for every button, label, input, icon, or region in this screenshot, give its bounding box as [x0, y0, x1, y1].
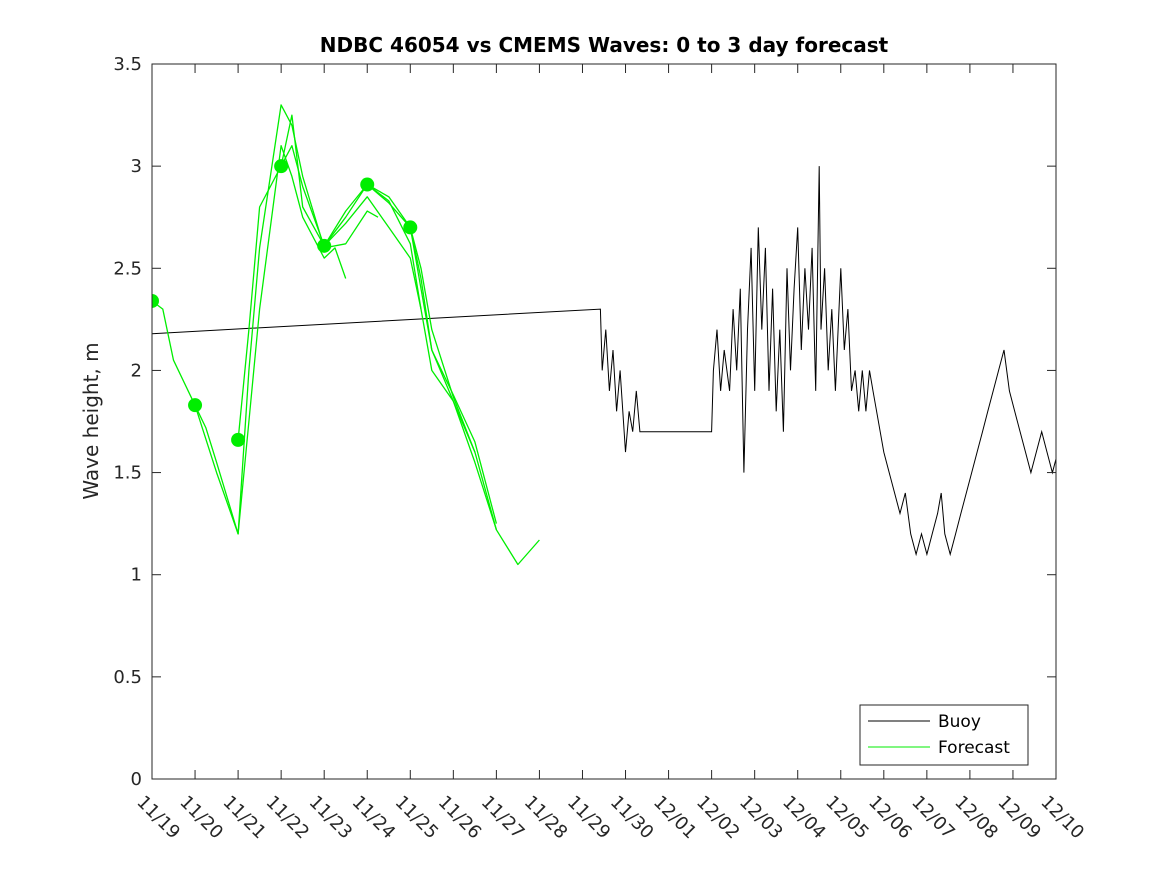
x-tick-label: 11/25	[391, 792, 443, 844]
forecast-marker	[152, 293, 159, 308]
y-tick-label: 1	[131, 565, 142, 586]
x-tick-label: 11/27	[477, 792, 529, 844]
y-axis-label: Wave height, m	[79, 342, 103, 499]
y-tick-label: 2.5	[113, 258, 142, 279]
x-tick-label: 11/24	[348, 792, 400, 844]
y-axis: 0 0.5 1 1.5 2 2.5 3 3.5	[113, 54, 1056, 790]
y-tick-label: 1.5	[113, 463, 142, 484]
y-tick-label: 3.5	[113, 54, 142, 75]
forecast-marker	[274, 159, 289, 174]
forecast-line	[366, 183, 498, 530]
y-tick-label: 3	[131, 156, 142, 177]
forecast-marker	[231, 432, 246, 447]
x-tick-label: 11/21	[219, 792, 271, 844]
plot-area	[152, 104, 1056, 566]
axes-box	[151, 63, 1057, 780]
forecast-line	[237, 114, 422, 440]
x-tick-label: 12/07	[907, 792, 959, 844]
legend-box	[859, 704, 1029, 766]
x-tick-label: 11/29	[563, 792, 615, 844]
y-tick-label: 0	[131, 769, 142, 790]
legend-buoy-label: Buoy	[938, 712, 981, 732]
forecast-line	[152, 145, 347, 535]
x-tick-label: 12/01	[649, 792, 701, 844]
forecast-marker	[403, 220, 418, 235]
legend: Buoy Forecast	[859, 704, 1029, 766]
forecast-line	[194, 104, 379, 535]
forecast-marker	[317, 238, 332, 253]
x-tick-label: 12/10	[1036, 792, 1088, 844]
x-tick-label: 11/22	[262, 792, 314, 844]
forecast-line	[409, 227, 540, 566]
x-tick-label: 12/06	[864, 792, 916, 844]
forecast-line	[280, 145, 476, 453]
x-tick-label: 12/02	[692, 792, 744, 844]
forecast-marker	[360, 177, 375, 192]
x-tick-label: 11/20	[176, 792, 228, 844]
x-tick-label: 11/30	[606, 792, 658, 844]
chart-title: NDBC 46054 vs CMEMS Waves: 0 to 3 day fo…	[320, 33, 889, 57]
x-tick-label: 12/04	[778, 792, 830, 844]
x-tick-label: 11/28	[520, 792, 572, 844]
x-tick-label: 12/05	[821, 792, 873, 844]
buoy-line	[152, 166, 1056, 557]
y-tick-label: 2	[131, 360, 142, 381]
x-tick-label: 11/23	[305, 792, 357, 844]
forecast-line	[323, 183, 498, 524]
legend-forecast-label: Forecast	[938, 738, 1010, 758]
x-tick-label: 11/26	[434, 792, 486, 844]
x-tick-label: 12/09	[993, 792, 1045, 844]
y-tick-label: 0.5	[113, 667, 142, 688]
x-tick-label: 11/19	[132, 792, 184, 844]
x-tick-label: 12/08	[950, 792, 1002, 844]
forecast-marker	[188, 398, 203, 413]
x-tick-label: 12/03	[735, 792, 787, 844]
